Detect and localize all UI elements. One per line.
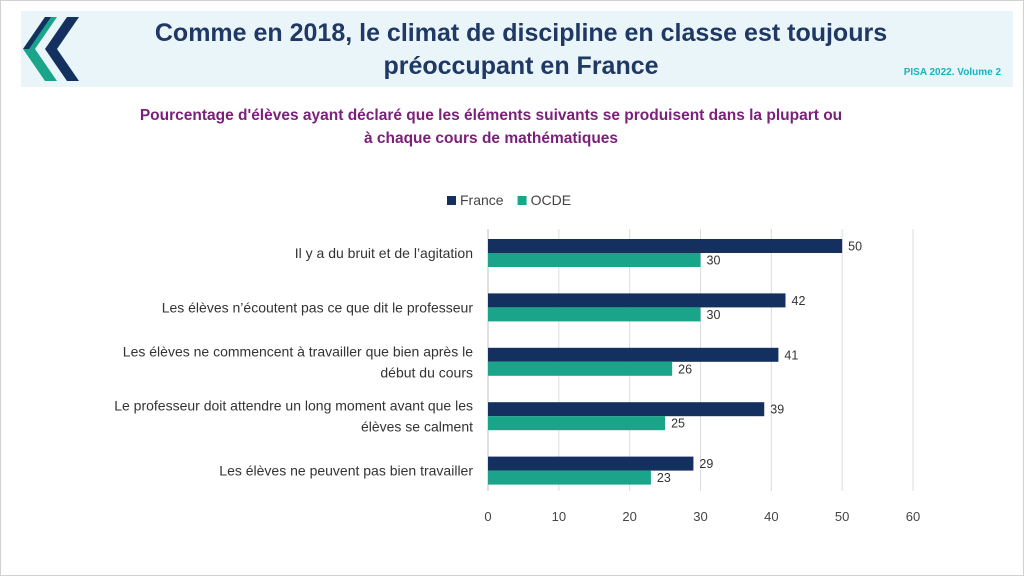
bar <box>488 402 765 417</box>
bar <box>488 361 673 376</box>
value-label: 42 <box>792 294 806 308</box>
value-label: 30 <box>707 308 721 322</box>
legend-swatch <box>517 196 527 205</box>
x-tick-label: 50 <box>835 509 849 524</box>
header-band <box>21 11 1013 87</box>
x-tick-label: 60 <box>906 509 920 524</box>
bar <box>488 253 701 267</box>
value-label: 23 <box>657 471 671 485</box>
bar <box>488 456 694 471</box>
legend-label: OCDE <box>531 192 571 208</box>
source-label: PISA 2022. Volume 2 <box>903 67 1001 78</box>
page-title: Comme en 2018, le climat de discipline e… <box>121 17 921 83</box>
value-label: 50 <box>848 240 862 254</box>
bar <box>488 293 786 308</box>
x-tick-label: 30 <box>693 509 707 524</box>
value-label: 29 <box>699 457 713 471</box>
value-label: 25 <box>671 417 685 431</box>
category-label: Les élèves n’écoutent pas ce que dit le … <box>162 299 474 315</box>
value-label: 41 <box>784 348 798 362</box>
page-title-line-2: préoccupant en France <box>383 52 659 80</box>
page-title-line-1: Comme en 2018, le climat de discipline e… <box>154 19 888 47</box>
bar <box>488 347 779 362</box>
category-label: début du cours <box>380 364 473 380</box>
value-label: 26 <box>678 362 692 376</box>
legend-swatch <box>447 196 456 205</box>
category-label: Il y a du bruit et de l’agitation <box>295 245 473 261</box>
chart-title-line-2: à chaque cours de mathématiques <box>363 130 619 147</box>
category-label: élèves se calment <box>361 419 473 435</box>
x-tick-label: 10 <box>552 509 566 524</box>
category-label: Les élèves ne commencent à travailler qu… <box>123 343 473 359</box>
bar <box>488 416 666 431</box>
value-label: 30 <box>707 254 721 268</box>
x-tick-label: 20 <box>622 509 636 524</box>
bar <box>488 239 843 253</box>
bar <box>488 470 651 485</box>
x-tick-label: 0 <box>484 509 491 524</box>
chart-title-line-1: Pourcentage d'élèves ayant déclaré que l… <box>139 107 843 124</box>
oecd-logo-icon <box>23 17 79 81</box>
bar <box>488 307 701 322</box>
category-label: Les élèves ne peuvent pas bien travaille… <box>219 463 473 479</box>
legend-label: France <box>460 192 504 208</box>
x-tick-label: 40 <box>764 509 778 524</box>
category-label: Le professeur doit attendre un long mome… <box>114 398 473 414</box>
value-label: 39 <box>770 403 784 417</box>
chart-title: Pourcentage d'élèves ayant déclaré que l… <box>61 104 921 150</box>
